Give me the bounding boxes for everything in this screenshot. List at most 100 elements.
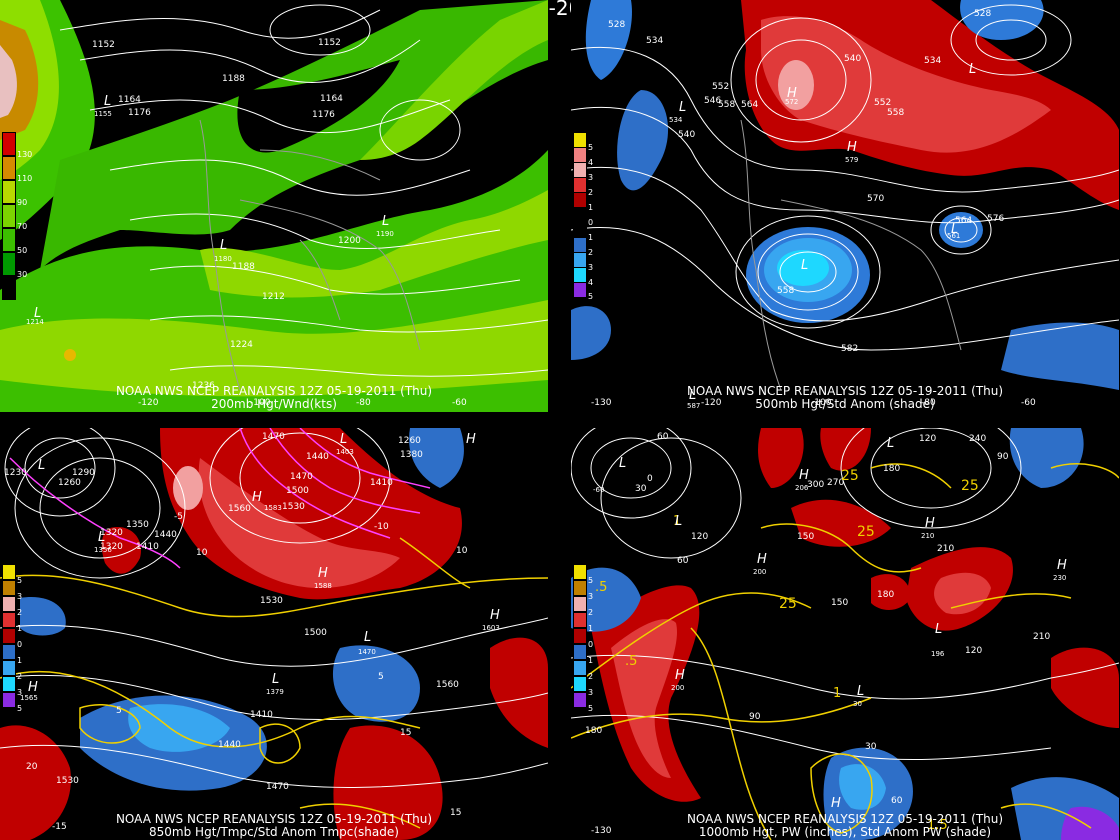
pw-label: 1.5 bbox=[927, 818, 948, 833]
height-label: 1380 bbox=[400, 450, 423, 460]
colorbar-label: 2 bbox=[588, 672, 594, 681]
temperature-label: 5 bbox=[378, 672, 384, 682]
temperature-label: -15 bbox=[52, 822, 67, 832]
map-850mb-graphic bbox=[0, 428, 548, 840]
temperature-label: -10 bbox=[374, 522, 389, 532]
colorbar-label: 1 bbox=[17, 624, 23, 633]
height-label: 528 bbox=[974, 9, 992, 19]
low-pressure-marker: L bbox=[38, 458, 46, 473]
high-pressure-marker: H bbox=[318, 566, 328, 581]
height-label: 1260 bbox=[58, 478, 81, 488]
height-label: 1530 bbox=[260, 596, 283, 606]
colorbar-500mb: 5 4 3 2 1 0 1 2 3 4 5 bbox=[573, 132, 593, 302]
low-value: 534 bbox=[669, 116, 683, 124]
low-pressure-marker: L bbox=[220, 238, 228, 253]
height-label: 60 bbox=[657, 432, 669, 442]
height-label: 120 bbox=[965, 646, 983, 656]
colorbar-label: 2 bbox=[17, 608, 23, 617]
height-label: 300 bbox=[807, 480, 825, 490]
height-label: 180 bbox=[883, 464, 901, 474]
panel-caption: NOAA NWS NCEP REANALYSIS 12Z 05-19-2011 … bbox=[115, 384, 433, 398]
colorbar-label: 1 bbox=[588, 656, 594, 665]
colorbar-label: 4 bbox=[588, 158, 594, 167]
colorbar-label: 70 bbox=[17, 222, 28, 231]
height-label: 570 bbox=[867, 194, 885, 204]
colorbar-label: 0 bbox=[17, 640, 23, 649]
height-label: 558 bbox=[718, 100, 736, 110]
high-value: 206 bbox=[795, 484, 809, 492]
low-value: 1403 bbox=[336, 448, 354, 456]
pw-label: 25 bbox=[961, 478, 979, 494]
height-label: 1320 bbox=[100, 542, 123, 552]
low-pressure-marker: L bbox=[679, 100, 687, 115]
high-value: 200 bbox=[753, 568, 767, 576]
colorbar-label: 3 bbox=[17, 592, 23, 601]
height-label: 90 bbox=[997, 452, 1009, 462]
low-value: 1356 bbox=[94, 546, 112, 554]
height-label: 564 bbox=[955, 216, 973, 226]
panel-200mb: 130 110 90 70 50 30 1152 1152 1188 1164 … bbox=[0, 0, 548, 412]
pw-label: .5 bbox=[625, 654, 638, 669]
longitude-label: -60 bbox=[452, 398, 467, 408]
high-pressure-marker: H bbox=[28, 680, 38, 695]
height-label: 1164 bbox=[118, 95, 141, 105]
height-label: 534 bbox=[924, 56, 942, 66]
low-value: 1180 bbox=[214, 255, 232, 263]
high-pressure-marker: H bbox=[252, 490, 262, 505]
pw-label: .5 bbox=[595, 580, 608, 595]
height-label: 528 bbox=[608, 20, 626, 30]
colorbar-label: 0 bbox=[588, 640, 594, 649]
low-pressure-marker: L bbox=[619, 456, 627, 471]
colorbar-label: 0 bbox=[588, 218, 594, 227]
high-value: 1565 bbox=[20, 694, 38, 702]
high-value: 579 bbox=[845, 156, 859, 164]
longitude-label: -80 bbox=[356, 398, 371, 408]
height-label: 1260 bbox=[398, 436, 421, 446]
height-label: 558 bbox=[777, 286, 795, 296]
low-pressure-marker: L bbox=[857, 684, 865, 699]
height-label: 534 bbox=[646, 36, 664, 46]
height-label: 1560 bbox=[436, 680, 459, 690]
pw-label: 1 bbox=[673, 514, 682, 529]
colorbar-label: 3 bbox=[588, 592, 594, 601]
colorbar-label: 3 bbox=[588, 263, 594, 272]
colorbar-label: 2 bbox=[17, 672, 23, 681]
height-label: 90 bbox=[749, 712, 761, 722]
high-pressure-marker: H bbox=[490, 608, 500, 623]
height-label: 1530 bbox=[56, 776, 79, 786]
high-pressure-marker: H bbox=[466, 432, 476, 447]
low-value: 1379 bbox=[266, 688, 284, 696]
height-label: 582 bbox=[841, 344, 859, 354]
height-label: 0 bbox=[647, 474, 653, 484]
height-label: 540 bbox=[678, 130, 696, 140]
high-value: 1603 bbox=[482, 624, 500, 632]
colorbar-1000mb: 5 3 2 1 0 1 2 3 5 bbox=[573, 564, 593, 724]
colorbar-label: 1 bbox=[588, 233, 594, 242]
colorbar-label: 2 bbox=[588, 608, 594, 617]
temperature-label: 5 bbox=[116, 706, 122, 716]
height-label: 180 bbox=[877, 590, 895, 600]
height-label: 1212 bbox=[262, 292, 285, 302]
height-label: 1188 bbox=[232, 262, 255, 272]
colorbar-label: 3 bbox=[17, 688, 23, 697]
longitude-label: -130 bbox=[591, 398, 612, 408]
height-label: 576 bbox=[987, 214, 1005, 224]
height-label: 1230 bbox=[4, 468, 27, 478]
height-label: 1152 bbox=[92, 40, 115, 50]
height-label: 210 bbox=[937, 544, 955, 554]
low-pressure-marker: L bbox=[689, 388, 697, 403]
temperature-label: -5 bbox=[174, 512, 183, 522]
low-pressure-marker: L bbox=[969, 62, 977, 77]
longitude-label: -120 bbox=[701, 398, 722, 408]
low-value: 1155 bbox=[94, 110, 112, 118]
panel-subcaption: 500mb Hgt/Std Anom (shade) bbox=[755, 397, 935, 411]
low-pressure-marker: L bbox=[675, 514, 683, 529]
high-pressure-marker: H bbox=[831, 796, 841, 811]
colorbar-label: 130 bbox=[17, 150, 33, 159]
temperature-label: 10 bbox=[196, 548, 208, 558]
map-500mb-graphic bbox=[571, 0, 1119, 412]
height-label: 1530 bbox=[282, 502, 305, 512]
height-label: 240 bbox=[969, 434, 987, 444]
height-label: 60 bbox=[891, 796, 903, 806]
height-label: 1560 bbox=[228, 504, 251, 514]
